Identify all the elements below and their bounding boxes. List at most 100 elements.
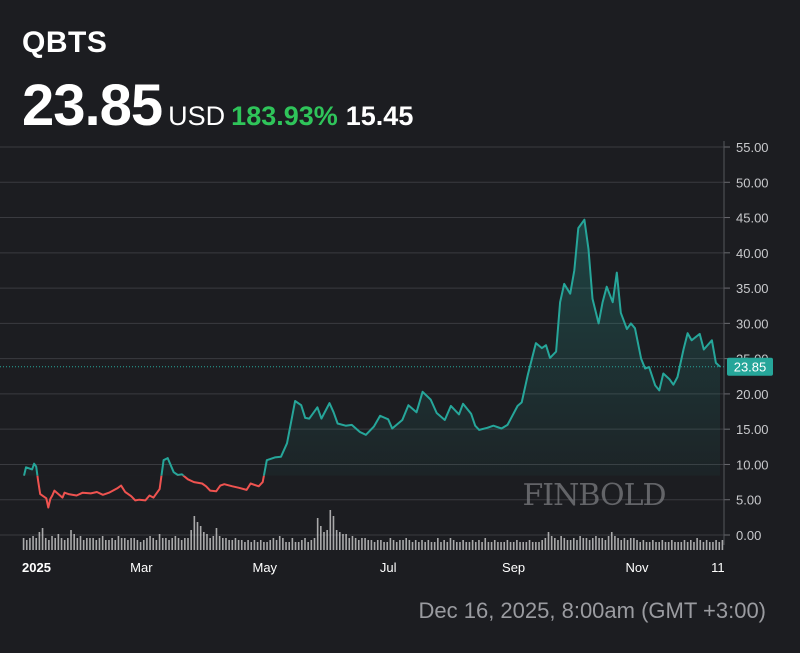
volume-bar <box>57 534 60 550</box>
volume-bar <box>104 540 107 550</box>
volume-bar <box>443 540 445 550</box>
volume-bar <box>497 542 499 550</box>
volume-bar <box>120 538 123 550</box>
volume-bar <box>307 542 309 550</box>
volume-bar <box>82 540 85 550</box>
volume-bar <box>579 536 581 550</box>
volume-bar <box>351 536 354 550</box>
volume-bar <box>512 542 515 550</box>
volume-bar <box>320 526 322 550</box>
volume-bar <box>127 540 129 550</box>
volume-bar <box>193 516 196 550</box>
volume-bar <box>263 542 265 550</box>
volume-bar <box>335 530 338 550</box>
volume-bar <box>86 538 88 550</box>
volume-bar <box>642 540 645 550</box>
volume-bar <box>60 538 63 550</box>
volume-bar <box>117 536 120 550</box>
volume-bar <box>155 540 158 550</box>
volume-bar <box>639 542 642 550</box>
y-tick-label: 55.00 <box>736 140 769 155</box>
volume-bar <box>683 540 686 550</box>
volume-bar <box>408 540 411 550</box>
volume-bar <box>329 510 332 550</box>
volume-bar <box>168 540 170 550</box>
volume-bar <box>572 538 575 550</box>
volume-bar <box>101 536 104 550</box>
volume-bar <box>633 538 635 550</box>
volume-bar <box>133 538 136 550</box>
y-tick-label: 35.00 <box>736 281 769 296</box>
y-tick-label: 40.00 <box>736 246 769 261</box>
volume-bar <box>585 538 588 550</box>
volume-bar <box>614 536 616 550</box>
volume-bar <box>149 536 151 550</box>
volume-bar <box>484 538 487 550</box>
volume-bar <box>196 522 199 550</box>
volume-bar <box>718 542 721 550</box>
volume-bar <box>554 538 556 550</box>
volume-bar <box>455 542 458 550</box>
volume-bar <box>54 538 57 550</box>
volume-bar <box>658 542 660 550</box>
volume-bar <box>294 542 297 550</box>
volume-bar <box>399 540 401 550</box>
volume-bar <box>604 540 607 550</box>
volume-bar <box>541 540 543 550</box>
y-tick-label: 10.00 <box>736 457 769 472</box>
volume-bar <box>244 542 246 550</box>
volume-bar <box>446 542 449 550</box>
volume-bar <box>247 540 249 550</box>
volume-bar <box>392 540 395 550</box>
volume-bar <box>282 538 284 550</box>
volume-bar <box>433 542 436 550</box>
volume-bar <box>44 538 47 550</box>
volume-bar <box>51 536 53 550</box>
volume-bar <box>354 538 357 550</box>
volume-bar <box>689 540 692 550</box>
volume-bar <box>598 538 600 550</box>
volume-bar <box>617 538 619 550</box>
x-tick-label: Sep <box>502 560 525 575</box>
volume-bar <box>313 538 316 550</box>
volume-bar <box>503 542 506 550</box>
volume-bar <box>481 542 483 550</box>
change-percent: 183.93% <box>231 101 338 131</box>
volume-bar <box>674 542 676 550</box>
y-tick-label: 45.00 <box>736 211 769 226</box>
volume-bar <box>323 532 325 550</box>
volume-bar <box>272 538 275 550</box>
volume-bar <box>645 542 648 550</box>
volume-bar <box>332 516 335 550</box>
volume-bar <box>209 538 211 550</box>
volume-bar <box>231 540 234 550</box>
volume-bar <box>348 538 351 550</box>
volume-bar <box>411 542 414 550</box>
ticker-symbol: QBTS <box>22 26 108 59</box>
volume-bar <box>190 530 192 550</box>
volume-bar <box>528 540 531 550</box>
volume-bar <box>557 540 559 550</box>
volume-bar <box>560 536 562 550</box>
volume-bar <box>652 540 654 550</box>
volume-bar <box>285 542 287 550</box>
volume-bar <box>95 540 98 550</box>
volume-bar <box>259 540 262 550</box>
volume-bar <box>139 542 142 550</box>
volume-bar <box>427 540 430 550</box>
change-value: 15.45 <box>345 101 414 131</box>
volume-bar <box>67 538 69 550</box>
price-area <box>24 219 720 476</box>
volume-bar <box>180 540 183 550</box>
volume-bar <box>516 540 518 550</box>
volume-bar <box>288 542 291 550</box>
volume-bar <box>146 538 148 550</box>
finbold-watermark: FINBOLD <box>522 478 665 513</box>
volume-bar <box>418 542 420 550</box>
volume-bar <box>342 534 344 550</box>
volume-bar <box>386 542 389 550</box>
currency-label: USD <box>168 101 226 131</box>
x-tick-label: Nov <box>625 560 649 575</box>
volume-bar <box>705 540 708 550</box>
volume-bar <box>607 536 610 550</box>
